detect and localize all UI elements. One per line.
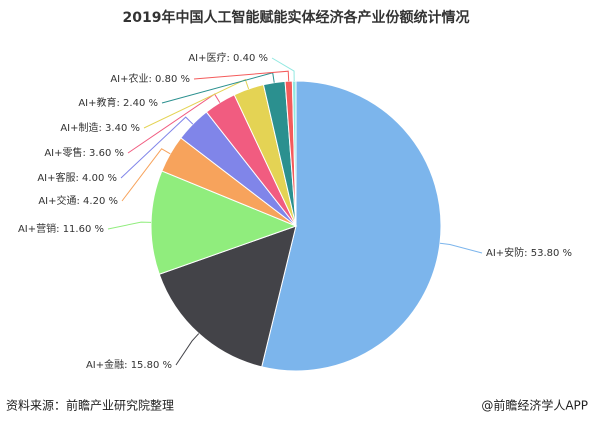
value-label: : 3.60 % [83,148,125,159]
value-label: : 3.40 % [99,123,141,134]
value-label: : 53.80 % [524,248,572,259]
category-label: AI+医疗 [188,51,226,64]
data-label: AI+客服: 4.00 % [37,171,117,184]
data-label: AI+安防: 53.80 % [486,246,572,259]
value-label: : 2.40 % [117,98,159,109]
leader-line [439,242,483,254]
category-label: AI+营销 [18,222,56,235]
leader-line [143,78,250,129]
data-label: AI+交通: 4.20 % [38,194,118,207]
data-label: AI+教育: 2.40 % [78,96,158,109]
data-label: AI+制造: 3.40 % [60,121,140,134]
source-note: 资料来源：前瞻产业研究院整理 [6,398,174,413]
category-label: AI+零售 [44,146,82,159]
category-label: AI+安防 [486,246,524,259]
value-label: : 15.80 % [124,360,172,371]
credit: @前瞻经济学人APP [481,398,588,413]
data-label: AI+医疗: 0.40 % [188,51,268,64]
data-label: AI+农业: 0.80 % [110,72,190,85]
category-label: AI+农业 [110,72,148,85]
value-label: : 11.60 % [56,224,104,235]
pie-slice [261,80,442,372]
pie-slice [158,225,297,368]
category-label: AI+金融 [86,358,124,371]
leader-line [175,333,200,366]
value-label: : 0.80 % [149,74,191,85]
data-label: AI+营销: 11.60 % [18,222,104,235]
value-label: : 0.40 % [227,53,269,64]
pie-slice [150,170,298,275]
value-label: : 4.00 % [76,173,118,184]
data-label: AI+零售: 3.60 % [44,146,124,159]
leader-line [120,116,194,179]
leader-line [121,148,171,202]
category-label: AI+客服 [37,171,75,184]
category-label: AI+教育 [78,96,116,109]
leader-line [193,70,290,82]
category-label: AI+交通 [38,194,76,207]
chart-title: 2019年中国人工智能赋能实体经济各产业份额统计情况 [123,9,470,26]
leader-line [107,221,152,230]
leader-line [271,57,295,82]
value-label: : 4.20 % [77,196,119,207]
category-label: AI+制造 [60,121,98,134]
data-label: AI+金融: 15.80 % [86,358,172,371]
